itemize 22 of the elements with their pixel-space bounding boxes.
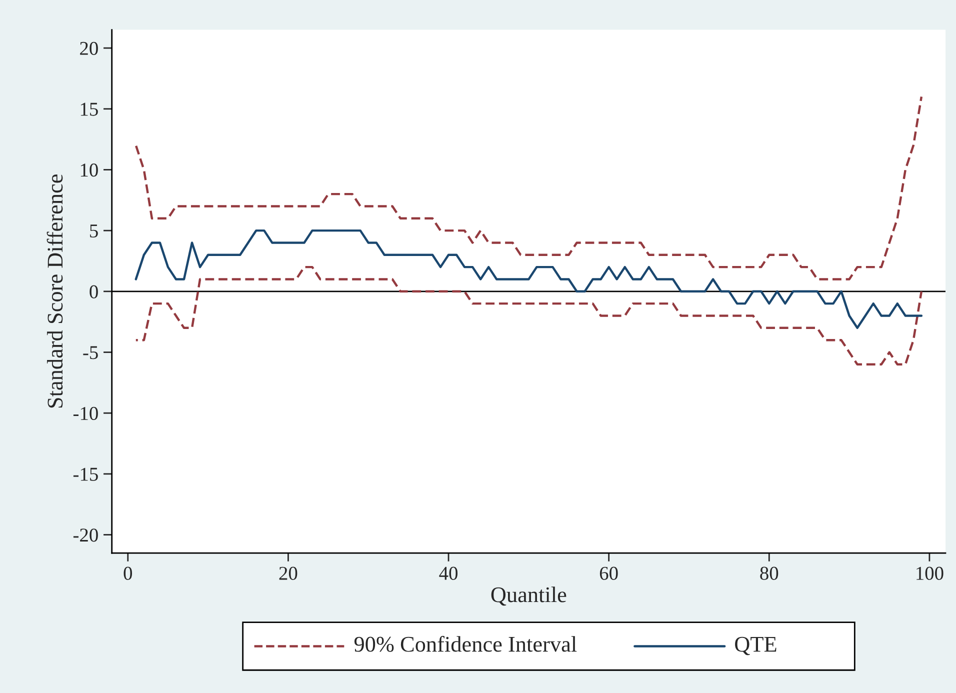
- y-tick-label: 0: [90, 285, 98, 298]
- y-tick-label: -5: [83, 346, 98, 360]
- legend-label: QTE: [735, 636, 776, 656]
- x-tick-label: 60: [600, 566, 618, 580]
- y-axis-title: Standard Score Difference: [46, 174, 63, 408]
- x-axis-title: Quantile: [491, 586, 566, 606]
- x-tick-label: 0: [124, 566, 132, 580]
- x-tick-label: 80: [760, 566, 778, 580]
- legend-label: 90% Confidence Interval: [354, 636, 577, 652]
- y-tick-label: 20: [80, 42, 98, 55]
- y-tick-label: 10: [80, 164, 98, 177]
- x-tick-label: 40: [439, 566, 458, 580]
- y-tick-label: 5: [90, 224, 98, 238]
- x-tick-label: 20: [279, 566, 298, 580]
- y-tick-label: -20: [73, 528, 98, 542]
- y-tick-label: -15: [73, 468, 98, 481]
- x-tick-label: 100: [916, 566, 944, 580]
- y-tick-label: -10: [73, 406, 98, 420]
- line-series: [134, 229, 923, 330]
- line-series: [134, 266, 923, 366]
- line-series: [134, 96, 923, 280]
- y-tick-label: 15: [80, 102, 98, 116]
